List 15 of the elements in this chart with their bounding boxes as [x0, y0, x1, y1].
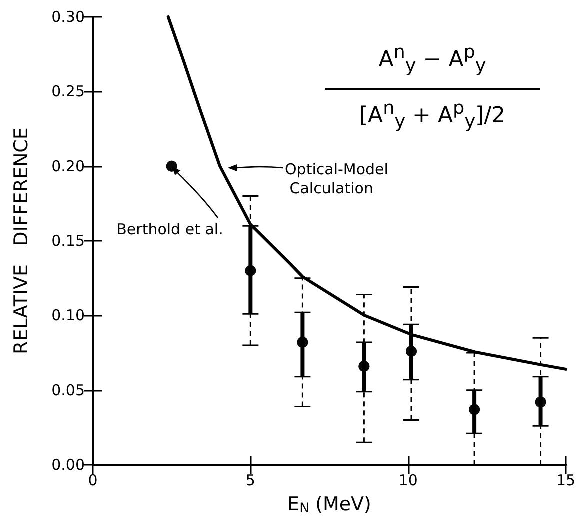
- x-tick-label: 5: [246, 472, 256, 490]
- x-tick-label: 10: [398, 472, 418, 490]
- y-tick-label: 0.30: [52, 8, 85, 26]
- y-tick-label: 0.00: [52, 456, 85, 474]
- y-axis-title: RELATIVE DIFFERENCE: [10, 128, 32, 354]
- x-tick-label: 15: [556, 472, 576, 490]
- y-tick-label: 0.15: [52, 232, 85, 250]
- y-tick-label: 0.20: [52, 157, 85, 176]
- x-tick-label: 0: [88, 472, 98, 490]
- annotation: Berthold et al.: [116, 220, 224, 238]
- annotation: [A$^{n}$$_{y}$ + A$^{p}$$_{y}$]/2: [325, 88, 540, 138]
- y-tick-label: 0.10: [52, 306, 85, 325]
- y-tick-label: 0.25: [52, 82, 85, 101]
- y-tick-label: 0.05: [52, 381, 85, 400]
- annotation: Optical-Model Calculation: [285, 160, 388, 198]
